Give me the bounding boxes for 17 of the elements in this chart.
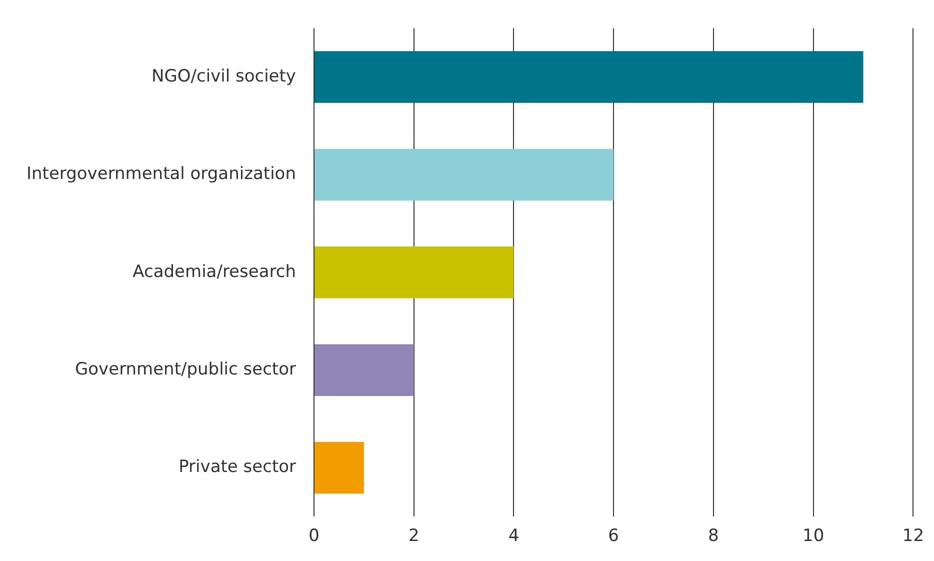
bar — [314, 51, 864, 103]
x-tick-label: 12 — [902, 526, 924, 546]
bar — [314, 344, 414, 396]
x-tick-label: 4 — [508, 526, 520, 546]
y-tick-label: Private sector — [178, 457, 296, 478]
bar — [314, 246, 514, 298]
x-tick-label: 8 — [708, 526, 719, 546]
x-tick-label: 0 — [308, 526, 320, 546]
bar — [314, 148, 614, 201]
y-tick-label: Government/public sector — [74, 360, 296, 380]
y-tick-label: NGO/civil society — [152, 66, 296, 86]
x-tick-label: 2 — [408, 526, 420, 546]
x-tick-label: 6 — [608, 526, 620, 546]
y-tick-label: Academia/research — [132, 262, 296, 282]
bar — [314, 442, 364, 494]
y-tick-label: Intergovernmental organization — [26, 164, 296, 184]
x-tick-label: 10 — [802, 526, 824, 546]
